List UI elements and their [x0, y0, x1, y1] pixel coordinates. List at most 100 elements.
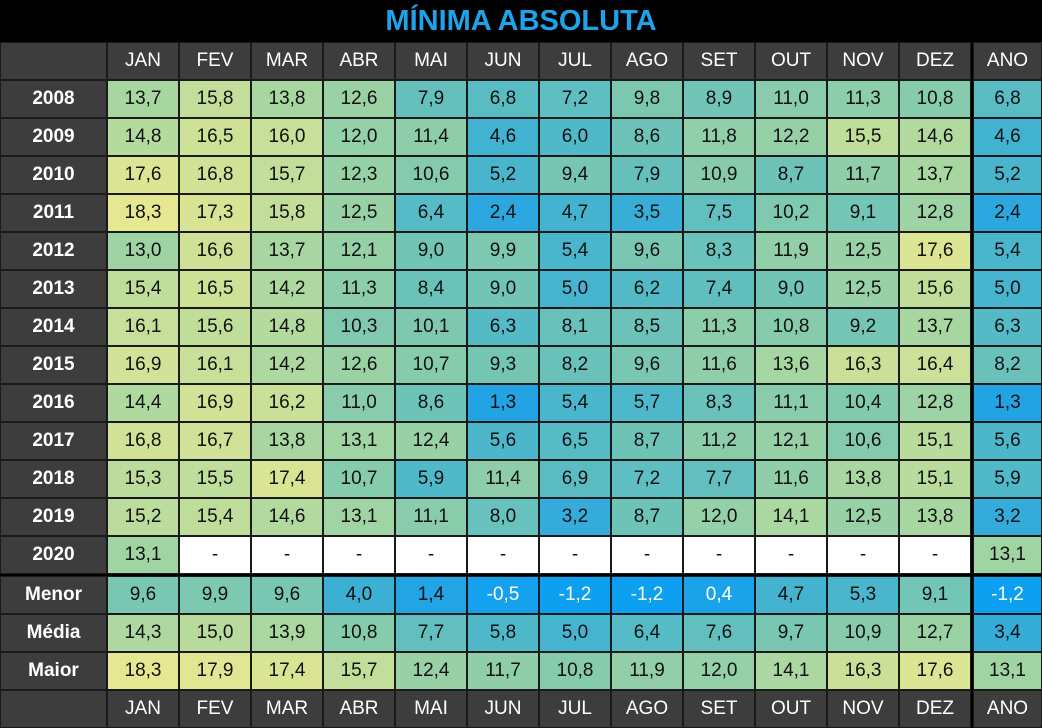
value-cell: 10,2 [755, 194, 827, 232]
value-cell: 14,6 [899, 118, 971, 156]
value-cell: 4,7 [755, 576, 827, 614]
value-cell: 15,1 [899, 460, 971, 498]
column-header: ANO [973, 42, 1042, 80]
value-cell: 16,8 [107, 422, 179, 460]
row-label: 2012 [0, 232, 107, 270]
value-cell: 10,6 [827, 422, 899, 460]
value-cell: 5,0 [539, 614, 611, 652]
value-cell: 16,5 [179, 270, 251, 308]
value-cell: 11,7 [467, 652, 539, 690]
value-cell: 8,9 [683, 80, 755, 118]
value-cell: 13,1 [323, 422, 395, 460]
value-cell: 13,1 [107, 536, 179, 574]
value-cell: 7,5 [683, 194, 755, 232]
column-header: SET [683, 42, 755, 80]
value-cell: 7,6 [683, 614, 755, 652]
column-footer: JUN [467, 690, 539, 728]
value-cell: 10,7 [395, 346, 467, 384]
row-label: 2013 [0, 270, 107, 308]
value-cell: 12,5 [827, 270, 899, 308]
row-label: 2009 [0, 118, 107, 156]
value-cell: 17,9 [179, 652, 251, 690]
value-cell: 11,1 [395, 498, 467, 536]
value-cell: 11,3 [683, 308, 755, 346]
column-header: MAR [251, 42, 323, 80]
value-cell: 5,9 [395, 460, 467, 498]
column-footer: ABR [323, 690, 395, 728]
value-cell: 10,1 [395, 308, 467, 346]
value-cell: 16,4 [899, 346, 971, 384]
value-cell: 6,5 [539, 422, 611, 460]
column-header: ABR [323, 42, 395, 80]
value-cell: 8,1 [539, 308, 611, 346]
column-footer: JAN [107, 690, 179, 728]
column-footer: FEV [179, 690, 251, 728]
row-label: Menor [0, 576, 107, 614]
column-header: JAN [107, 42, 179, 80]
value-cell: 5,2 [467, 156, 539, 194]
value-cell: 7,9 [611, 156, 683, 194]
value-cell: - [539, 536, 611, 574]
value-cell: 10,8 [899, 80, 971, 118]
value-cell: 3,5 [611, 194, 683, 232]
value-cell: 12,0 [683, 498, 755, 536]
value-cell: 11,6 [683, 346, 755, 384]
value-cell: 7,2 [539, 80, 611, 118]
value-cell: 16,6 [179, 232, 251, 270]
value-cell: 3,2 [539, 498, 611, 536]
value-cell: 13,9 [251, 614, 323, 652]
value-cell: 2,4 [467, 194, 539, 232]
value-cell: 9,0 [467, 270, 539, 308]
value-cell: 9,6 [611, 232, 683, 270]
value-cell: 12,5 [323, 194, 395, 232]
value-cell: 11,0 [323, 384, 395, 422]
value-cell: - [179, 536, 251, 574]
value-cell: 12,3 [323, 156, 395, 194]
value-cell: 14,4 [107, 384, 179, 422]
value-cell: 17,4 [251, 652, 323, 690]
value-cell: 14,3 [107, 614, 179, 652]
value-cell: 16,3 [827, 346, 899, 384]
value-cell: 9,1 [827, 194, 899, 232]
value-cell: 9,9 [467, 232, 539, 270]
value-cell: 9,3 [467, 346, 539, 384]
value-cell: 6,9 [539, 460, 611, 498]
column-header: OUT [755, 42, 827, 80]
value-cell: 8,4 [395, 270, 467, 308]
value-cell: 9,6 [107, 576, 179, 614]
value-cell: 9,0 [755, 270, 827, 308]
value-cell: 5,0 [539, 270, 611, 308]
value-cell: 17,6 [899, 652, 971, 690]
column-header: NOV [827, 42, 899, 80]
value-cell: 8,2 [539, 346, 611, 384]
column-header: AGO [611, 42, 683, 80]
row-label: 2015 [0, 346, 107, 384]
value-cell: 11,6 [755, 460, 827, 498]
row-label: 2010 [0, 156, 107, 194]
value-cell: 15,7 [251, 156, 323, 194]
value-cell: 8,7 [611, 422, 683, 460]
value-cell: 7,4 [683, 270, 755, 308]
value-cell: 12,5 [827, 232, 899, 270]
value-cell: 16,1 [107, 308, 179, 346]
value-cell: 15,8 [179, 80, 251, 118]
value-cell: 6,4 [395, 194, 467, 232]
value-cell: 10,8 [755, 308, 827, 346]
value-cell: 9,2 [827, 308, 899, 346]
year-cell: 5,9 [973, 460, 1042, 498]
value-cell: 5,6 [467, 422, 539, 460]
year-cell: 5,4 [973, 232, 1042, 270]
value-cell: -0,5 [467, 576, 539, 614]
value-cell: - [467, 536, 539, 574]
row-label: 2017 [0, 422, 107, 460]
value-cell: 15,3 [107, 460, 179, 498]
title: MÍNIMA ABSOLUTA [385, 4, 657, 37]
value-cell: 7,2 [611, 460, 683, 498]
value-cell: 16,0 [251, 118, 323, 156]
value-cell: 11,1 [755, 384, 827, 422]
row-label: 2014 [0, 308, 107, 346]
value-cell: 12,0 [323, 118, 395, 156]
value-cell: 13,0 [107, 232, 179, 270]
value-cell: 16,5 [179, 118, 251, 156]
value-cell: 10,4 [827, 384, 899, 422]
